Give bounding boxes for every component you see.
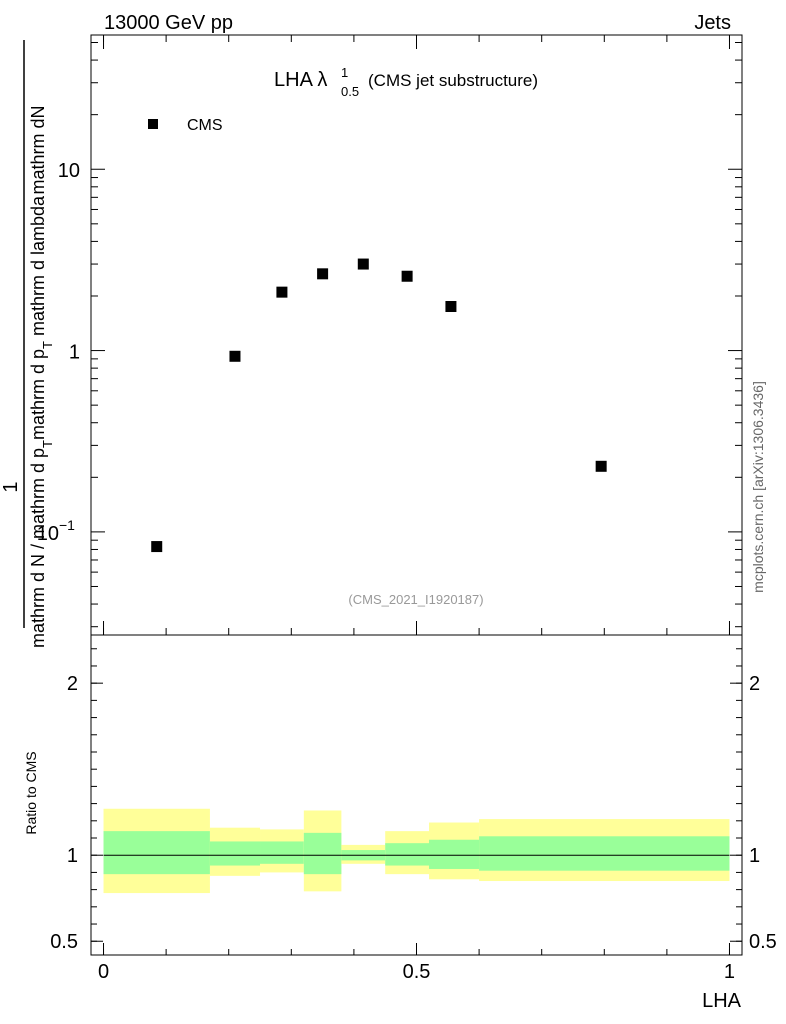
title-superscript: 1	[341, 65, 348, 80]
cms-data-point	[595, 460, 607, 472]
cms-data-point	[276, 286, 288, 298]
ylabel-numerator-prefix: 1	[0, 481, 22, 492]
title-main: LHA λ	[274, 69, 327, 91]
x-tick-label: 0.5	[403, 961, 431, 983]
title-subscript: 0.5	[341, 84, 359, 99]
ratio-inner-band-bin	[429, 839, 480, 869]
x-axis-label: LHA	[702, 990, 742, 1012]
ratio-bands	[103, 808, 730, 894]
title-suffix: (CMS jet substructure)	[368, 71, 538, 90]
ratio-axes: 0.5 0.5 1 1 2 2 0 0.5 1	[50, 648, 777, 983]
cms-data-point	[317, 268, 329, 280]
main-y-tick-label: 10	[58, 160, 80, 182]
ratio-panel-frame	[90, 634, 743, 956]
ratio-inner-band-bin	[103, 831, 210, 875]
main-y-tick-label: 1	[69, 342, 80, 364]
ratio-y-tick-label-right: 0.5	[749, 931, 777, 953]
ylabel-denominator: mathrm d N / mathrm d pTmathrm d pT math…	[28, 195, 55, 648]
ratio-y-tick-label-right: 2	[749, 673, 760, 695]
ylabel-numerator: mathrm dN	[28, 105, 48, 194]
ratio-y-tick-label-right: 1	[749, 845, 760, 867]
legend-marker-cms	[148, 119, 158, 129]
ratio-inner-band-bin	[260, 841, 304, 864]
cms-data-point	[401, 270, 413, 282]
cms-data-point	[357, 258, 369, 270]
main-ylabel: 1 mathrm dN mathrm d N / mathrm d pTmath…	[0, 40, 55, 648]
main-points	[151, 258, 607, 553]
main-y-tick-exponent: −1	[59, 517, 75, 533]
main-y-tick-label: 10	[37, 523, 59, 545]
process-label: Jets	[694, 12, 731, 34]
plot-title: LHA λ 1 0.5 (CMS jet substructure)	[274, 65, 538, 99]
ratio-inner-band-bin	[209, 841, 261, 866]
collision-energy-label: 13000 GeV pp	[104, 12, 233, 34]
cms-data-point	[151, 541, 163, 553]
ratio-y-tick-label: 2	[67, 673, 78, 695]
ratio-ylabel: Ratio to CMS	[23, 751, 39, 834]
x-tick-label: 0	[98, 961, 109, 983]
cms-data-point	[229, 350, 241, 362]
ratio-inner-band-bin	[479, 836, 730, 871]
svg-text:LHA λ: LHA λ	[274, 69, 327, 91]
mcplots-side-label: mcplots.cern.ch [arXiv:1306.3436]	[750, 381, 766, 593]
ratio-inner-band-bin	[385, 843, 430, 866]
cms-data-point	[445, 301, 457, 313]
legend: CMS	[148, 117, 223, 134]
ratio-y-tick-label: 0.5	[50, 931, 78, 953]
x-tick-label: 1	[724, 961, 735, 983]
analysis-id-watermark: (CMS_2021_I1920187)	[348, 592, 483, 607]
ratio-inner-band-bin	[303, 832, 342, 875]
legend-label-cms: CMS	[187, 117, 223, 134]
ratio-y-tick-label: 1	[67, 845, 78, 867]
